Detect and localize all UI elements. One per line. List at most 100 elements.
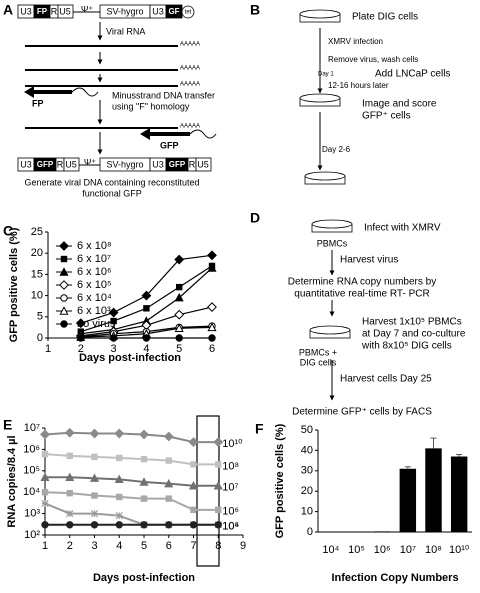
segment: GF [168,7,179,16]
segment: GFP [169,160,186,169]
marker [175,334,183,342]
marker [188,437,199,447]
y-tick-label: 20 [31,247,43,259]
marker [174,309,185,320]
marker [190,461,197,468]
marker [66,452,73,460]
series-label: 10⁶ [222,506,239,518]
marker [139,429,149,440]
marker [214,521,222,529]
segment: U3 [152,159,164,169]
step: Plate DIG cells [352,12,418,23]
series-label: 10⁵ [222,521,239,533]
marker [114,428,125,439]
marker [207,263,217,272]
bar [425,448,442,532]
step: Harvest cells Day 25 [340,374,432,385]
x-axis-label: Days post-infection [79,352,181,364]
marker [215,461,222,468]
y-axis-label: GFP positive cells (%) [8,227,20,342]
y-tick-label: 30 [301,465,313,477]
x-tick-label: 2 [78,343,84,355]
marker [59,280,69,290]
x-tick-label: 5 [141,540,147,552]
marker [142,334,151,342]
x-tick-label: 10⁶ [374,544,391,556]
step: with 8x10⁵ DIG cells [361,341,452,352]
marker [65,472,75,481]
marker [108,307,119,318]
caption: functional GFP [82,188,142,198]
x-tick-label: 5 [176,343,182,355]
segment: R [57,159,64,169]
marker [140,455,148,463]
caption: Generate viral DNA containing reconstitu… [24,177,199,187]
y-tick-label: 20 [301,485,313,497]
marker [40,472,50,481]
panel-label: C [3,223,13,239]
step: using "F" homology [112,101,190,111]
marker [174,323,184,332]
marker [207,322,217,332]
marker [59,241,69,251]
series-label: 10⁸ [222,460,239,472]
y-axis-label: RNA copies/8.4 µl [6,435,18,527]
marker [115,521,123,529]
marker [60,255,68,263]
y-tick-label: 10 [301,506,313,518]
y-tick-label: 25 [31,226,43,238]
marker [60,320,68,328]
segment: R [51,6,58,16]
poly-a: AAAAA [180,82,200,88]
series-line [44,491,219,511]
y-tick-label: 10² [24,529,40,541]
legend-label: 6 x 10⁶ [77,266,112,278]
marker [90,521,99,529]
x-tick-label: 10⁸ [425,544,442,556]
marker [109,334,118,342]
marker [41,489,49,496]
step: XMRV infection [328,37,383,46]
panel-a: A U3 FP R U5 Ψ⁺ SV-hygro U3 GF tet Viral… [3,2,217,198]
x-tick-label: 4 [116,540,122,552]
segment: U5 [65,159,77,169]
step: PBMCs + [299,347,337,357]
x-tick-label: 7 [190,540,196,552]
primer: GFP [160,140,179,150]
series-label: 10¹⁰ [222,438,243,450]
marker [89,428,100,439]
step: Remove virus, wash cells [328,55,418,64]
segment: U5 [59,6,71,16]
marker [115,512,123,520]
bar [450,456,468,532]
error-bar [456,453,463,457]
poly-a: AAAAA [180,66,200,72]
x-tick-label: 10¹⁰ [449,544,470,556]
step: Image and score [362,99,437,110]
segment: SV-hygro [106,159,143,169]
y-tick-label: 5 [37,311,43,323]
marker [208,334,216,342]
marker [64,427,75,438]
panel-label: D [250,210,260,226]
highlight-box [196,415,220,567]
marker [141,290,152,301]
segment: GFP [37,160,54,169]
segment: U3 [20,6,32,16]
marker [77,334,85,342]
poly-a: AAAAA [180,42,200,48]
panel-label: A [3,2,13,18]
segment: U3 [152,6,164,16]
panel-label: E [3,417,12,433]
marker [66,489,73,497]
marker [190,506,197,514]
step: Harvest 1x10⁵ PBMCs [362,317,462,328]
marker [165,457,172,464]
marker [60,294,68,302]
marker [143,305,150,312]
x-tick-label: 1 [42,540,48,552]
x-tick-label: 2 [67,540,73,552]
bar [399,468,417,532]
step: at Day 7 and co-culture [362,329,466,340]
x-tick-label: 6 [166,540,172,552]
